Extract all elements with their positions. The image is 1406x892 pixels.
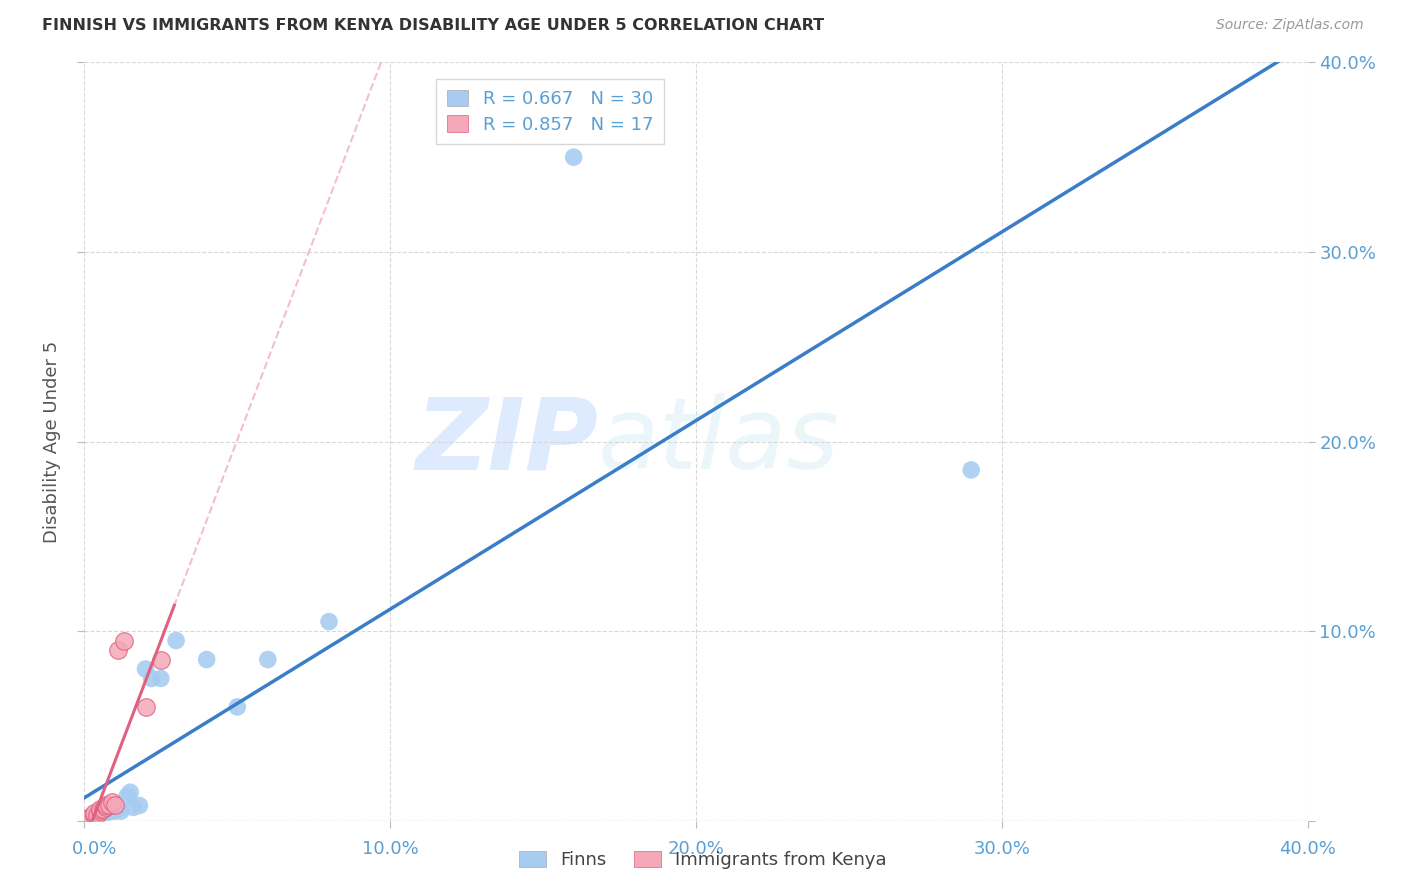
Point <box>83 812 105 826</box>
Text: atlas: atlas <box>598 393 839 490</box>
Point <box>89 806 111 821</box>
Point <box>562 150 585 164</box>
Point <box>76 812 98 826</box>
Point <box>135 699 157 714</box>
Point <box>195 652 218 666</box>
Point <box>89 810 111 824</box>
Point <box>83 808 105 822</box>
Point <box>94 806 117 821</box>
Point <box>107 802 129 816</box>
Legend: R = 0.667   N = 30, R = 0.857   N = 17: R = 0.667 N = 30, R = 0.857 N = 17 <box>436 79 664 145</box>
Point <box>107 643 129 657</box>
Text: ZIP: ZIP <box>415 393 598 490</box>
Text: Source: ZipAtlas.com: Source: ZipAtlas.com <box>1216 18 1364 32</box>
Point <box>76 812 98 826</box>
Point <box>104 798 127 813</box>
Point <box>101 804 124 818</box>
Point <box>83 808 105 822</box>
Point <box>89 804 111 818</box>
Point <box>110 804 132 818</box>
Point <box>115 789 138 803</box>
Point <box>79 810 101 824</box>
Text: 10.0%: 10.0% <box>361 839 419 857</box>
Point <box>257 652 280 666</box>
Point <box>91 808 114 822</box>
Point <box>91 802 114 816</box>
Point <box>149 652 172 666</box>
Point <box>86 810 108 824</box>
Text: 40.0%: 40.0% <box>1279 839 1336 857</box>
Point <box>79 810 101 824</box>
Point <box>101 795 124 809</box>
Point <box>91 806 114 821</box>
Point <box>128 798 150 813</box>
Point <box>97 798 120 813</box>
Point <box>104 804 127 818</box>
Point <box>97 804 120 818</box>
Point <box>86 808 108 822</box>
Point <box>318 615 340 629</box>
Point <box>120 785 142 799</box>
Text: 0.0%: 0.0% <box>72 839 118 857</box>
Point <box>112 633 135 648</box>
Point <box>122 800 145 814</box>
Point <box>960 463 983 477</box>
Point <box>149 672 172 686</box>
Point <box>135 662 157 676</box>
Point <box>226 699 249 714</box>
Text: FINNISH VS IMMIGRANTS FROM KENYA DISABILITY AGE UNDER 5 CORRELATION CHART: FINNISH VS IMMIGRANTS FROM KENYA DISABIL… <box>42 18 824 33</box>
Text: 20.0%: 20.0% <box>668 839 724 857</box>
Point <box>165 633 187 648</box>
Point <box>141 672 163 686</box>
Y-axis label: Disability Age Under 5: Disability Age Under 5 <box>44 341 62 542</box>
Point <box>83 806 105 821</box>
Point <box>94 800 117 814</box>
Text: 30.0%: 30.0% <box>973 839 1031 857</box>
Point <box>94 798 117 813</box>
Point <box>86 808 108 822</box>
Point <box>89 802 111 816</box>
Legend: Finns, Immigrants from Kenya: Finns, Immigrants from Kenya <box>510 842 896 879</box>
